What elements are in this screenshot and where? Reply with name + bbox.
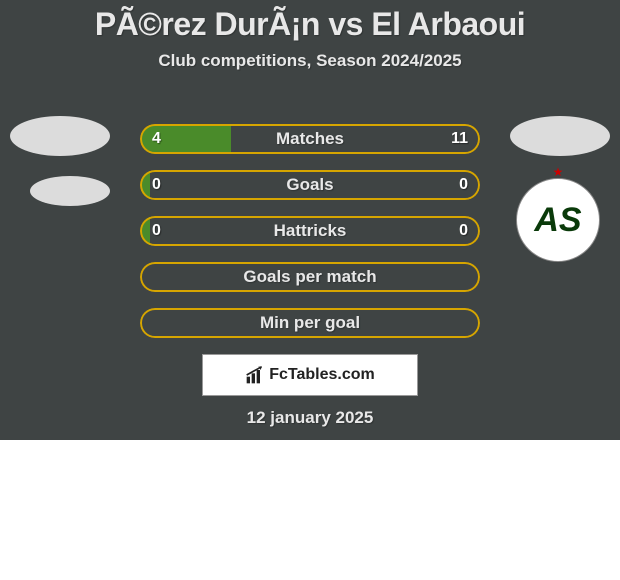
- star-icon: ★: [553, 165, 564, 179]
- stat-label: Matches: [140, 124, 480, 154]
- subtitle: Club competitions, Season 2024/2025: [0, 51, 620, 71]
- stat-label: Hattricks: [140, 216, 480, 246]
- date-text: 12 january 2025: [0, 408, 620, 428]
- club-logo-text: AS: [534, 201, 581, 240]
- stat-row: Hattricks0 0: [140, 216, 480, 246]
- stat-value-right: 11: [451, 124, 468, 154]
- stat-value-left: 0: [152, 170, 161, 200]
- club-logo-right: ★ AS: [516, 178, 600, 262]
- player-left-badge: [10, 116, 110, 156]
- brand-box[interactable]: FcTables.com: [202, 354, 418, 396]
- bar-chart-icon: [245, 365, 265, 385]
- stat-value-left: 4: [152, 124, 161, 154]
- stat-value-right: 0: [459, 216, 468, 246]
- page-title: PÃ©rez DurÃ¡n vs El Arbaoui: [0, 0, 620, 43]
- stat-label: Min per goal: [140, 308, 480, 338]
- stat-row: Goals per match: [140, 262, 480, 292]
- stat-rows: Matches411Goals00Hattricks00Goals per ma…: [140, 124, 480, 354]
- comparison-panel: PÃ©rez DurÃ¡n vs El Arbaoui Club competi…: [0, 0, 620, 440]
- stat-label: Goals: [140, 170, 480, 200]
- stat-row: Min per goal: [140, 308, 480, 338]
- stat-row: Matches4 11: [140, 124, 480, 154]
- player-right-badge: [510, 116, 610, 156]
- brand-text: FcTables.com: [269, 366, 375, 384]
- stat-row: Goals0 0: [140, 170, 480, 200]
- stat-label: Goals per match: [140, 262, 480, 292]
- player-left-badge-2: [30, 176, 110, 206]
- stat-value-right: 0: [459, 170, 468, 200]
- stat-value-left: 0: [152, 216, 161, 246]
